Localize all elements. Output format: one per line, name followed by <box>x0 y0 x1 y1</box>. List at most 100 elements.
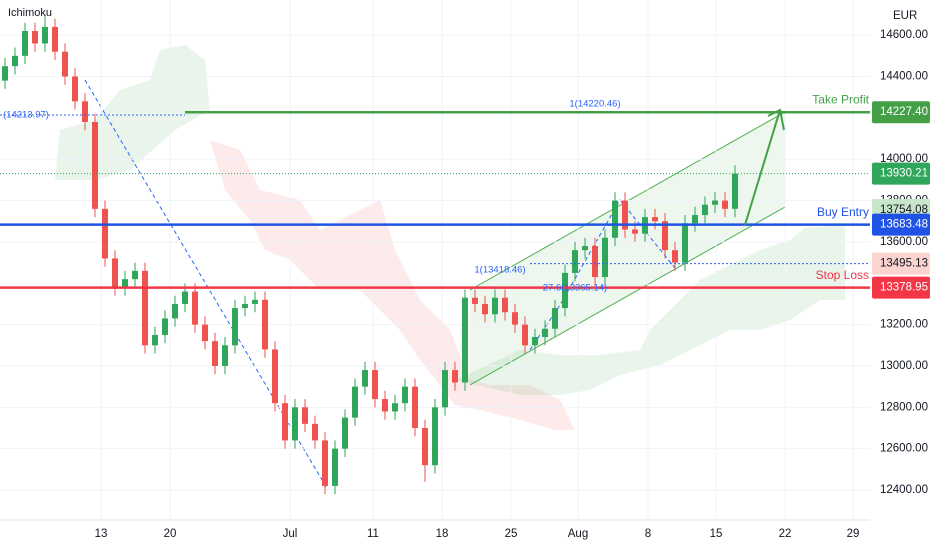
candle-body <box>552 308 558 329</box>
candle-body <box>242 303 248 309</box>
candle-body <box>632 229 638 234</box>
candle-body <box>572 250 578 273</box>
level-tag <box>872 276 930 299</box>
x-tick-label: 22 <box>779 528 792 540</box>
level-tag-label: 14227.40 <box>880 106 928 118</box>
candle-body <box>542 328 548 338</box>
y-tick-label: 14600.00 <box>880 29 928 41</box>
trend-line <box>84 79 329 491</box>
level-tag <box>872 213 930 236</box>
candle-body <box>292 407 298 441</box>
candle-body <box>232 308 238 346</box>
level-tag-label: 13378.95 <box>880 282 928 294</box>
candle-body <box>92 121 98 209</box>
candle-body <box>712 200 718 205</box>
level-tag <box>872 101 930 124</box>
fib-label: 27.6(13365.14) <box>543 283 607 294</box>
x-tick-label: 15 <box>710 528 723 540</box>
candle-body <box>322 440 328 486</box>
candle-body <box>132 270 138 280</box>
candle-body <box>252 299 258 304</box>
candle-body <box>452 370 458 383</box>
fib-label: 1(14220.46) <box>569 99 620 110</box>
x-tick-label: Jul <box>283 528 298 540</box>
candle-body <box>652 217 658 222</box>
y-tick-label: 14400.00 <box>880 71 928 83</box>
candle-body <box>52 26 58 52</box>
candle-body <box>392 403 398 412</box>
y-tick-label: 13000.00 <box>880 360 928 372</box>
y-tick-label: 13200.00 <box>880 319 928 331</box>
candle-body <box>662 221 668 251</box>
candle-body <box>532 337 538 346</box>
x-tick-label: 18 <box>436 528 449 540</box>
candle-body <box>422 427 428 466</box>
cloud-green <box>455 225 845 395</box>
x-tick-label: Aug <box>568 528 588 540</box>
candle-body <box>32 31 38 44</box>
candle-body <box>112 258 118 288</box>
x-tick-label: 25 <box>505 528 518 540</box>
price-tag-label: 13930.21 <box>880 168 928 180</box>
candle-body <box>722 200 728 209</box>
x-tick-label: 29 <box>847 528 860 540</box>
candle-body <box>222 345 228 366</box>
candle-body <box>12 55 18 67</box>
candle-body <box>42 26 48 44</box>
candle-body <box>162 318 168 335</box>
candle-body <box>732 173 738 209</box>
x-tick-label: 11 <box>367 528 379 540</box>
candle-body <box>22 31 28 56</box>
candle-body <box>62 51 68 77</box>
candle-body <box>202 324 208 342</box>
candle-body <box>72 76 78 102</box>
candle-body <box>302 407 308 424</box>
candle-body <box>272 349 278 404</box>
candle-body <box>612 200 618 238</box>
level-name: Take Profit <box>812 92 869 106</box>
candle-body <box>402 386 408 404</box>
y-tick-label: 12400.00 <box>880 484 928 496</box>
price-axis <box>870 0 932 550</box>
candle-body <box>442 370 448 408</box>
candle-body <box>142 270 148 346</box>
fib-label: 1(13418.46) <box>474 265 525 276</box>
candle-body <box>102 208 108 259</box>
candle-body <box>502 297 508 313</box>
level-name: Buy Entry <box>817 205 869 219</box>
x-tick-label: 13 <box>95 528 108 540</box>
candle-body <box>472 297 478 304</box>
candle-body <box>412 386 418 428</box>
y-tick-label: 14000.00 <box>880 153 928 165</box>
candle-body <box>682 223 688 263</box>
y-tick-label: 12600.00 <box>880 443 928 455</box>
candle-body <box>432 407 438 466</box>
candle-body <box>192 291 198 325</box>
candle-body <box>512 312 518 325</box>
candle-body <box>582 246 588 251</box>
price-tag-label: 13495.13 <box>880 258 928 270</box>
candle-body <box>372 370 378 400</box>
candle-body <box>492 297 498 315</box>
candle-body <box>262 299 268 350</box>
candle-body <box>602 237 608 278</box>
candle-body <box>312 423 318 441</box>
candle-body <box>212 341 218 366</box>
candle-body <box>382 399 388 412</box>
candle-body <box>2 66 8 81</box>
candle-body <box>362 370 368 387</box>
level-label: (14213.97) <box>3 109 49 120</box>
currency: EUR <box>893 10 917 22</box>
level-name: Stop Loss <box>816 268 869 282</box>
candle-body <box>182 291 188 304</box>
candle-body <box>172 303 178 319</box>
candle-body <box>152 334 158 346</box>
candle-body <box>282 403 288 441</box>
channel <box>470 112 785 385</box>
indicator-label: Ichimoku <box>8 7 52 19</box>
candle-body <box>352 386 358 418</box>
x-tick-label: 8 <box>645 528 651 540</box>
x-tick-label: 20 <box>164 528 177 540</box>
candle-body <box>122 279 128 288</box>
candle-body <box>522 324 528 346</box>
